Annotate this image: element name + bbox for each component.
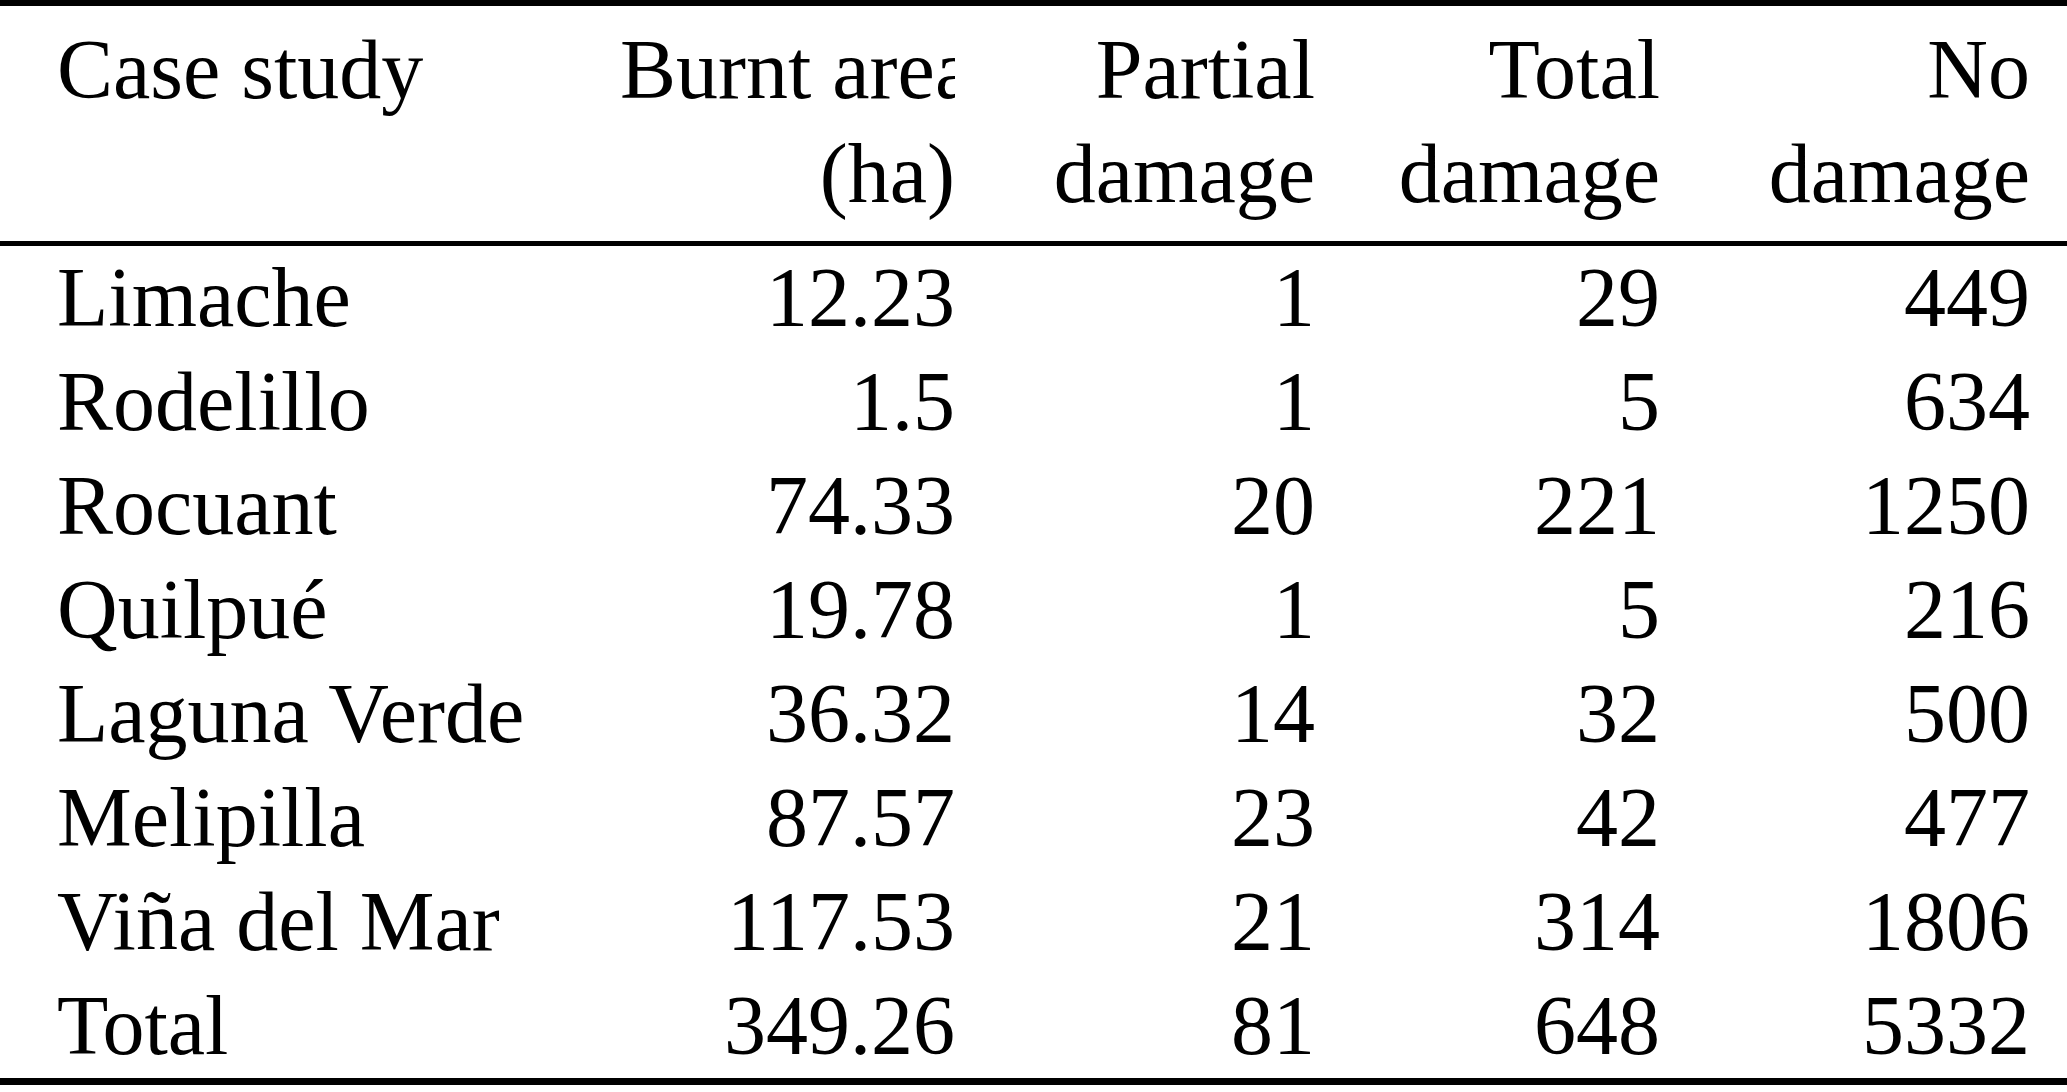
- no-damage-cell: 500: [1660, 662, 2067, 766]
- case-study-cell: Limache: [0, 243, 620, 350]
- total-damage-cell: 314: [1315, 870, 1660, 974]
- no-damage-cell: 216: [1660, 558, 2067, 662]
- case-study-cell: Rocuant: [0, 454, 620, 558]
- header-line: damage: [955, 122, 1315, 226]
- burnt-area-cell: 74.33: [620, 454, 955, 558]
- no-damage-cell: 5332: [1660, 974, 2067, 1082]
- total-damage-cell: 221: [1315, 454, 1660, 558]
- header-row: Case study Burnt area (ha) Partial damag…: [0, 3, 2067, 243]
- no-damage-cell: 477: [1660, 766, 2067, 870]
- table-row: Viña del Mar 117.53 21 314 1806: [0, 870, 2067, 974]
- table-row: Quilpué 19.78 1 5 216: [0, 558, 2067, 662]
- column-header-total-damage: Total damage: [1315, 3, 1660, 243]
- case-study-cell: Melipilla: [0, 766, 620, 870]
- partial-damage-cell: 14: [955, 662, 1315, 766]
- table-row: Rodelillo 1.5 1 5 634: [0, 350, 2067, 454]
- burnt-area-cell: 1.5: [620, 350, 955, 454]
- column-header-case-study: Case study: [0, 3, 620, 243]
- case-study-cell: Total: [0, 974, 620, 1082]
- total-damage-cell: 5: [1315, 350, 1660, 454]
- burnt-area-cell: 117.53: [620, 870, 955, 974]
- case-study-damage-table: Case study Burnt area (ha) Partial damag…: [0, 0, 2067, 1085]
- column-header-no-damage: No damage: [1660, 3, 2067, 243]
- table-row: Limache 12.23 1 29 449: [0, 243, 2067, 350]
- partial-damage-cell: 1: [955, 558, 1315, 662]
- case-study-cell: Quilpué: [0, 558, 620, 662]
- table-row-total: Total 349.26 81 648 5332: [0, 974, 2067, 1082]
- no-damage-cell: 1806: [1660, 870, 2067, 974]
- header-line: Case study: [57, 18, 620, 122]
- burnt-area-cell: 36.32: [620, 662, 955, 766]
- case-study-cell: Rodelillo: [0, 350, 620, 454]
- burnt-area-cell: 349.26: [620, 974, 955, 1082]
- total-damage-cell: 29: [1315, 243, 1660, 350]
- no-damage-cell: 449: [1660, 243, 2067, 350]
- header-line: Partial: [955, 18, 1315, 122]
- burnt-area-cell: 12.23: [620, 243, 955, 350]
- paper-table-figure: Case study Burnt area (ha) Partial damag…: [0, 0, 2067, 1092]
- header-line: (ha): [620, 122, 955, 226]
- case-study-cell: Viña del Mar: [0, 870, 620, 974]
- partial-damage-cell: 23: [955, 766, 1315, 870]
- table-row: Rocuant 74.33 20 221 1250: [0, 454, 2067, 558]
- table-row: Laguna Verde 36.32 14 32 500: [0, 662, 2067, 766]
- total-damage-cell: 648: [1315, 974, 1660, 1082]
- case-study-cell: Laguna Verde: [0, 662, 620, 766]
- header-line: damage: [1660, 122, 2030, 226]
- partial-damage-cell: 81: [955, 974, 1315, 1082]
- no-damage-cell: 634: [1660, 350, 2067, 454]
- partial-damage-cell: 21: [955, 870, 1315, 974]
- column-header-burnt-area: Burnt area (ha): [620, 3, 955, 243]
- partial-damage-cell: 20: [955, 454, 1315, 558]
- total-damage-cell: 42: [1315, 766, 1660, 870]
- total-damage-cell: 32: [1315, 662, 1660, 766]
- partial-damage-cell: 1: [955, 243, 1315, 350]
- column-header-partial-damage: Partial damage: [955, 3, 1315, 243]
- total-damage-cell: 5: [1315, 558, 1660, 662]
- header-line: Total: [1315, 18, 1660, 122]
- header-line: No: [1660, 18, 2030, 122]
- burnt-area-cell: 87.57: [620, 766, 955, 870]
- header-line: damage: [1315, 122, 1660, 226]
- header-line: Burnt area: [620, 18, 955, 122]
- table-row: Melipilla 87.57 23 42 477: [0, 766, 2067, 870]
- no-damage-cell: 1250: [1660, 454, 2067, 558]
- burnt-area-cell: 19.78: [620, 558, 955, 662]
- partial-damage-cell: 1: [955, 350, 1315, 454]
